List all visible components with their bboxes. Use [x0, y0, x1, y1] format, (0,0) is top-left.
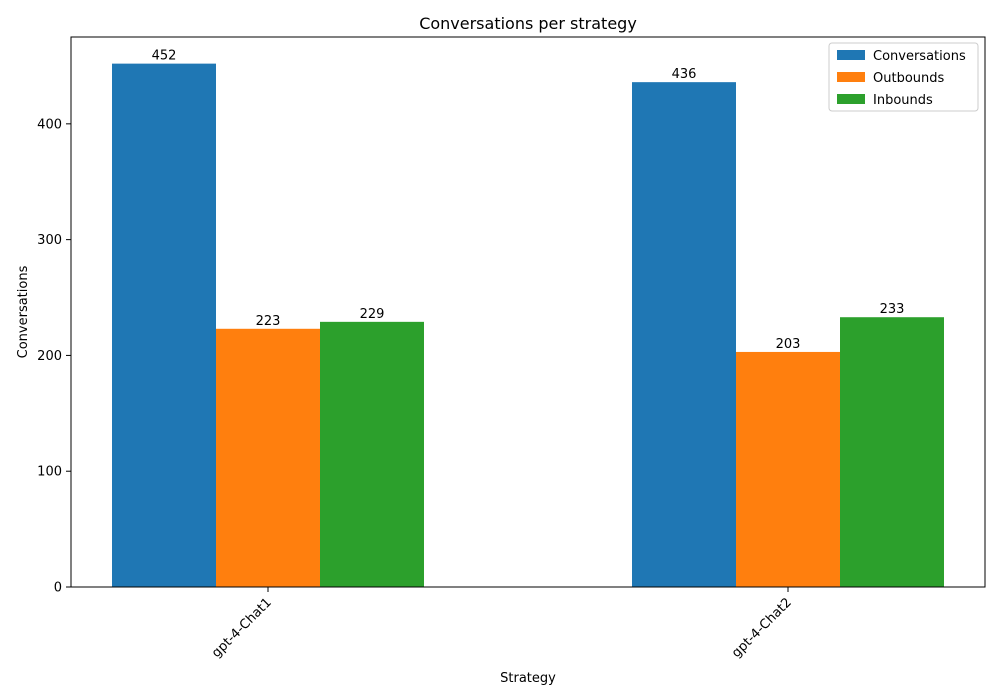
data-label-conversations-1: 452	[152, 49, 177, 64]
x-tick-label: gpt-4-Chat2	[729, 595, 795, 661]
y-tick-label: 100	[37, 465, 62, 480]
legend-label-inbounds: Inbounds	[873, 93, 933, 108]
y-axis-label: Conversations	[16, 265, 31, 358]
legend-label-conversations: Conversations	[873, 49, 966, 64]
x-axis-label: Strategy	[500, 671, 556, 686]
data-label-inbounds-2: 233	[880, 302, 905, 317]
x-axis: gpt-4-Chat1 gpt-4-Chat2	[209, 587, 795, 661]
bar-conversations-1	[112, 63, 216, 587]
y-axis: 0 100 200 300 400	[37, 117, 71, 596]
bar-outbounds-2	[736, 351, 840, 587]
data-label-inbounds-1: 229	[360, 307, 385, 322]
plot-frame	[70, 36, 986, 588]
y-tick-label: 300	[37, 233, 62, 248]
bar-inbounds-1	[320, 321, 424, 587]
y-tick-label: 0	[54, 581, 62, 596]
x-tick-label: gpt-4-Chat1	[209, 595, 275, 661]
data-label-outbounds-1: 223	[256, 314, 281, 329]
legend-swatch-inbounds	[837, 94, 865, 104]
bars-group	[112, 63, 944, 587]
data-label-outbounds-2: 203	[776, 337, 801, 352]
legend: Conversations Outbounds Inbounds	[828, 42, 979, 112]
legend-box	[828, 42, 979, 112]
y-tick-label: 400	[37, 117, 62, 132]
bar-outbounds-1	[216, 328, 320, 587]
bar-conversations-2	[632, 82, 736, 587]
data-labels-group: 452 436 223 203 229 233	[152, 49, 905, 352]
bar-inbounds-2	[840, 317, 944, 587]
chart-title: Conversations per strategy	[419, 14, 637, 33]
legend-swatch-outbounds	[837, 72, 865, 82]
data-label-conversations-2: 436	[672, 67, 697, 82]
legend-swatch-conversations	[837, 50, 865, 60]
y-tick-label: 200	[37, 349, 62, 364]
legend-label-outbounds: Outbounds	[873, 71, 945, 86]
